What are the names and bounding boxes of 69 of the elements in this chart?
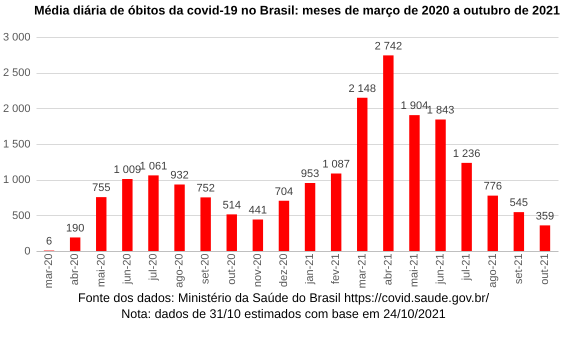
bar — [200, 197, 211, 251]
y-tick-label: 1 000 — [2, 174, 30, 186]
bar — [540, 225, 550, 251]
x-tick-label: jan-21 — [304, 254, 316, 286]
y-tick-label: 0 — [24, 246, 30, 258]
bar — [304, 183, 316, 251]
bar — [514, 212, 524, 251]
data-label: 1 236 — [452, 148, 480, 160]
y-tick-label: 3 000 — [2, 32, 30, 44]
x-tick-label: set-20 — [200, 254, 212, 284]
x-tick-label: jul-20 — [147, 254, 160, 282]
y-tick-label: 500 — [12, 210, 30, 222]
data-label: 755 — [92, 182, 110, 194]
bar — [435, 120, 446, 251]
bar — [461, 162, 472, 251]
data-label: 545 — [510, 197, 528, 210]
data-label: 190 — [66, 222, 84, 234]
x-tick-label: jun-20 — [121, 254, 134, 286]
bar — [488, 196, 498, 251]
data-label: 6 — [46, 236, 52, 248]
x-tick-label: dez-20 — [278, 254, 290, 288]
data-label: 953 — [300, 168, 320, 180]
text: Nota: dados de 31/10 estimados com base em 24/10/2021 — [120, 306, 447, 322]
data-label: 1 061 — [140, 160, 168, 172]
x-tick-label: nov-20 — [252, 254, 264, 288]
data-label: 359 — [536, 210, 554, 222]
bar — [96, 197, 106, 251]
bar — [148, 175, 159, 251]
x-tick-label: mai-21 — [408, 254, 420, 288]
bar — [357, 98, 368, 251]
data-label: 2 742 — [374, 40, 402, 52]
y-tick-label: 2 500 — [2, 67, 30, 80]
bar — [174, 184, 185, 251]
bar — [226, 214, 237, 251]
x-tick-label: jun-21 — [434, 254, 447, 286]
x-tick-label: ago-21 — [486, 254, 499, 288]
x-tick-label: mar-21 — [356, 254, 368, 288]
data-label: 1 009 — [114, 164, 142, 176]
data-label: 2 148 — [348, 82, 376, 95]
data-label: 932 — [170, 170, 189, 182]
chart-title: Média diária de óbitos da covid-19 no Brasil: meses de março de 2020 a outubro de 2021 — [34, 4, 560, 18]
data-label: 1 087 — [322, 158, 350, 170]
x-tick-label: mai-20 — [95, 254, 108, 288]
data-label: 1 904 — [400, 100, 428, 112]
data-label: 704 — [274, 186, 294, 198]
data-label: 441 — [248, 204, 268, 217]
x-tick-label: out-20 — [226, 254, 238, 285]
bar — [252, 220, 264, 251]
x-tick-label: abr-20 — [69, 254, 82, 286]
x-tick-label: abr-21 — [382, 254, 394, 286]
x-tick-label: set-21 — [512, 254, 525, 284]
bar — [383, 55, 394, 251]
data-label: 514 — [222, 199, 241, 212]
y-tick-label: 1 500 — [2, 138, 30, 150]
x-tick-label: out-21 — [538, 254, 551, 285]
data-label: 1 843 — [426, 104, 454, 117]
x-tick-label: fev-21 — [330, 254, 342, 284]
bar — [70, 237, 80, 251]
source-note: Fonte dos dados: Ministério da Saúde do Brasil https://covid.saude.gov.br/ — [76, 290, 490, 306]
bar — [409, 115, 420, 251]
y-tick-label: 2 000 — [2, 102, 30, 115]
x-tick-label: ago-20 — [174, 254, 186, 288]
bar — [278, 200, 290, 251]
bar — [122, 179, 133, 251]
bar — [330, 173, 342, 251]
data-label: 752 — [196, 182, 215, 194]
x-tick-label: mar-20 — [43, 254, 56, 288]
data-label: 776 — [484, 180, 502, 193]
x-tick-label: jul-21 — [460, 254, 473, 282]
